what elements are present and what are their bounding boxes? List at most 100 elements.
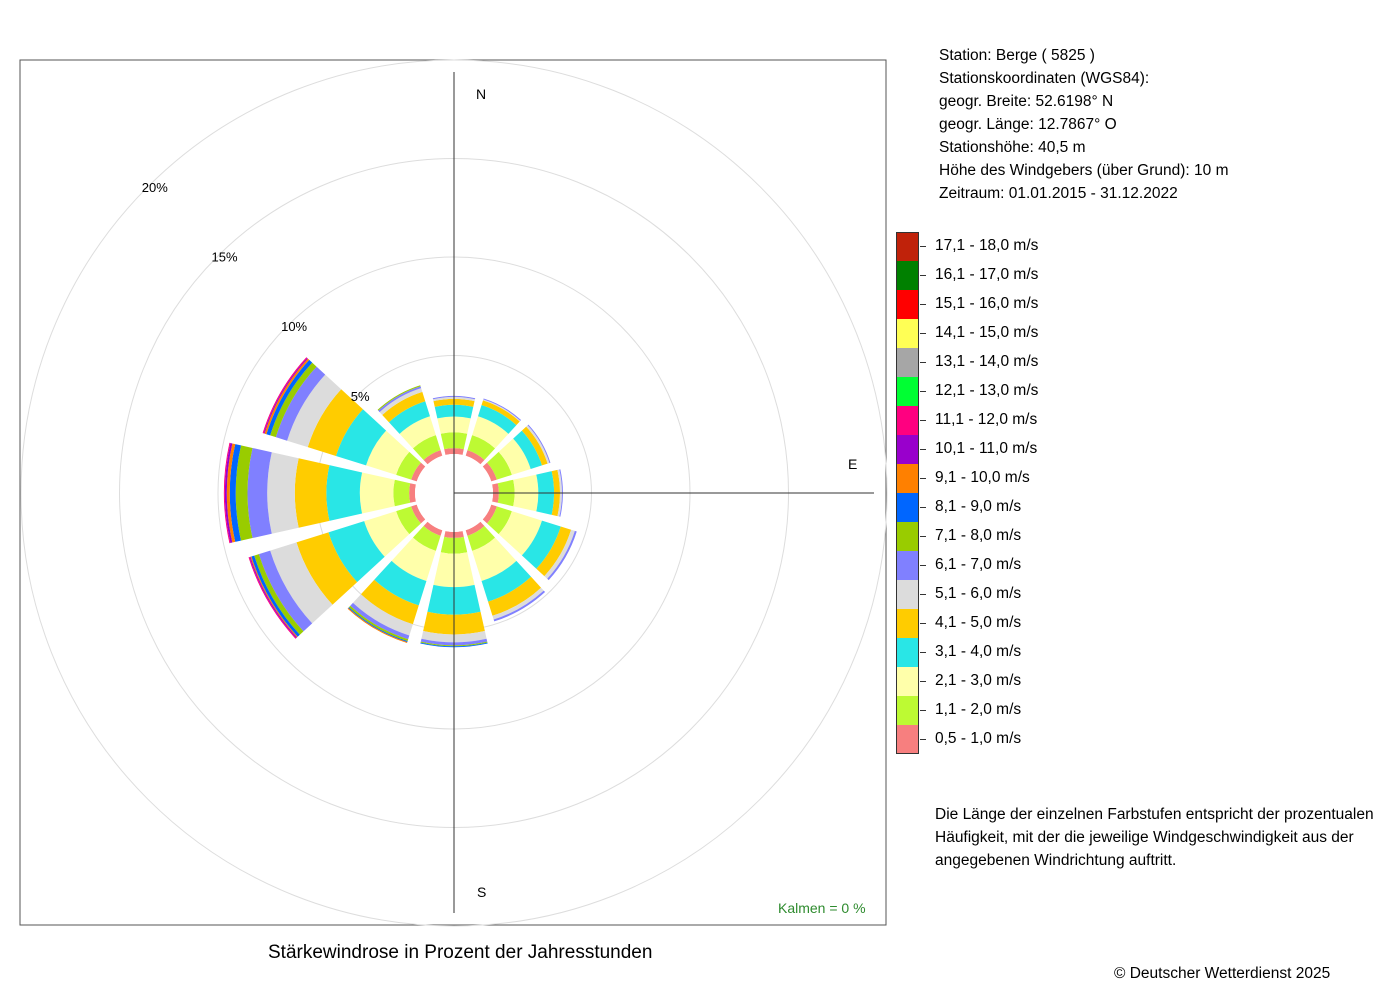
legend-swatch xyxy=(896,493,919,522)
sector-150 xyxy=(465,521,546,622)
sector-240-band-8 xyxy=(251,555,300,637)
sector-30-band-4 xyxy=(481,400,520,426)
sector-30-band-0 xyxy=(465,450,485,465)
ring-label-20: 20% xyxy=(142,180,168,195)
sensor-height: Höhe des Windgebers (über Grund): 10 m xyxy=(939,162,1229,179)
sector-300-band-8 xyxy=(266,359,313,436)
legend-swatch xyxy=(896,522,919,551)
sector-120 xyxy=(482,504,577,581)
sector-210-band-0 xyxy=(423,521,443,536)
legend-swatch xyxy=(896,261,919,290)
sector-240-band-0 xyxy=(411,504,426,524)
sector-30-band-2 xyxy=(472,416,509,449)
sector-270-band-2 xyxy=(359,472,395,514)
legend-tick xyxy=(920,623,926,624)
legend-tick xyxy=(920,681,926,682)
legend-label: 10,1 - 11,0 m/s xyxy=(935,440,1038,457)
sector-180-band-6 xyxy=(420,638,488,646)
sector-330-band-4 xyxy=(382,391,426,423)
sector-60 xyxy=(482,424,551,482)
legend-label: 2,1 - 3,0 m/s xyxy=(935,672,1022,689)
sector-240 xyxy=(248,504,426,639)
wind-sectors xyxy=(223,357,577,648)
legend-tick xyxy=(920,420,926,421)
sector-330-band-2 xyxy=(399,416,436,449)
sector-270-band-11 xyxy=(223,442,231,544)
note-line-2: Häufigkeit, mit der die jeweilige Windge… xyxy=(935,829,1354,846)
station-info: Station: Berge ( 5825 ) Stationskoordina… xyxy=(939,44,1228,205)
sector-330-band-3 xyxy=(388,401,430,434)
sector-60-band-2 xyxy=(498,438,531,475)
ring-label-10: 10% xyxy=(281,319,307,334)
legend-label: 14,1 - 15,0 m/s xyxy=(935,324,1039,341)
sector-300-band-5 xyxy=(287,374,342,448)
legend-label: 5,1 - 6,0 m/s xyxy=(935,585,1022,602)
legend-label: 4,1 - 5,0 m/s xyxy=(935,614,1022,631)
sector-300 xyxy=(262,357,426,482)
sector-270-band-9 xyxy=(226,443,236,543)
sector-300-band-1 xyxy=(396,451,421,480)
sector-120-band-2 xyxy=(498,511,542,556)
sector-240-band-6 xyxy=(258,550,313,632)
legend-label: 13,1 - 14,0 m/s xyxy=(935,353,1039,370)
note-line-1: Die Länge der einzelnen Farbstufen entsp… xyxy=(935,806,1374,823)
ring-label-15: 15% xyxy=(212,250,238,265)
sector-270 xyxy=(223,442,416,544)
sector-30-band-3 xyxy=(478,405,517,434)
sector-150-band-1 xyxy=(467,526,496,551)
elevation: Stationshöhe: 40,5 m xyxy=(939,139,1086,156)
legend-swatch xyxy=(896,232,919,261)
sector-270-band-5 xyxy=(267,452,299,534)
sector-240-band-1 xyxy=(396,506,421,535)
sector-330-band-6 xyxy=(378,386,422,413)
sector-270-band-7 xyxy=(235,445,253,541)
legend-tick xyxy=(920,362,926,363)
latitude: geogr. Breite: 52.6198° N xyxy=(939,93,1114,110)
sector-270-band-4 xyxy=(294,458,330,528)
sector-60-band-5 xyxy=(526,425,550,464)
sector-330-band-0 xyxy=(423,450,443,465)
sector-30-band-1 xyxy=(467,435,496,460)
legend-swatch xyxy=(896,580,919,609)
legend-label: 3,1 - 4,0 m/s xyxy=(935,643,1022,660)
sector-270-band-8 xyxy=(229,444,241,542)
sector-60-band-0 xyxy=(482,462,497,482)
sector-150-band-5 xyxy=(492,587,544,620)
sector-150-band-4 xyxy=(488,576,542,616)
note-line-3: angegebenen Windrichtung auftritt. xyxy=(935,852,1177,869)
sector-150-band-3 xyxy=(481,560,532,602)
legend-tick xyxy=(920,449,926,450)
legend-swatch xyxy=(896,551,919,580)
legend-label: 17,1 - 18,0 m/s xyxy=(935,237,1039,254)
sector-300-band-0 xyxy=(411,462,426,482)
sector-150-band-6 xyxy=(493,590,546,622)
legend-tick xyxy=(920,246,926,247)
sector-30 xyxy=(465,398,522,465)
sector-300-band-2 xyxy=(366,430,410,475)
legend-swatch xyxy=(896,609,919,638)
direction-label-east: E xyxy=(848,456,857,472)
sector-60-band-3 xyxy=(513,430,542,469)
legend-tick xyxy=(920,739,926,740)
sector-300-band-3 xyxy=(335,409,387,466)
legend-swatch xyxy=(896,725,919,754)
sector-210-band-3 xyxy=(374,560,427,606)
sector-90-band-5 xyxy=(557,469,562,517)
longitude: geogr. Länge: 12.7867° O xyxy=(939,116,1117,133)
legend-tick xyxy=(920,536,926,537)
direction-label-north: N xyxy=(476,86,486,102)
sector-330-band-1 xyxy=(412,435,441,460)
legend-label: 9,1 - 10,0 m/s xyxy=(935,469,1030,486)
ring-labels: 5% 10% 15% 20% xyxy=(142,180,370,404)
legend-swatch xyxy=(896,319,919,348)
legend-label: 1,1 - 2,0 m/s xyxy=(935,701,1022,718)
legend-label: 11,1 - 12,0 m/s xyxy=(935,411,1038,428)
sector-210-band-1 xyxy=(412,526,441,551)
sector-240-band-7 xyxy=(254,554,304,635)
legend-tick xyxy=(920,565,926,566)
direction-label-south: S xyxy=(477,884,486,900)
sector-210-band-6 xyxy=(350,602,410,640)
sector-270-band-3 xyxy=(326,465,363,521)
sector-240-band-4 xyxy=(296,532,358,605)
